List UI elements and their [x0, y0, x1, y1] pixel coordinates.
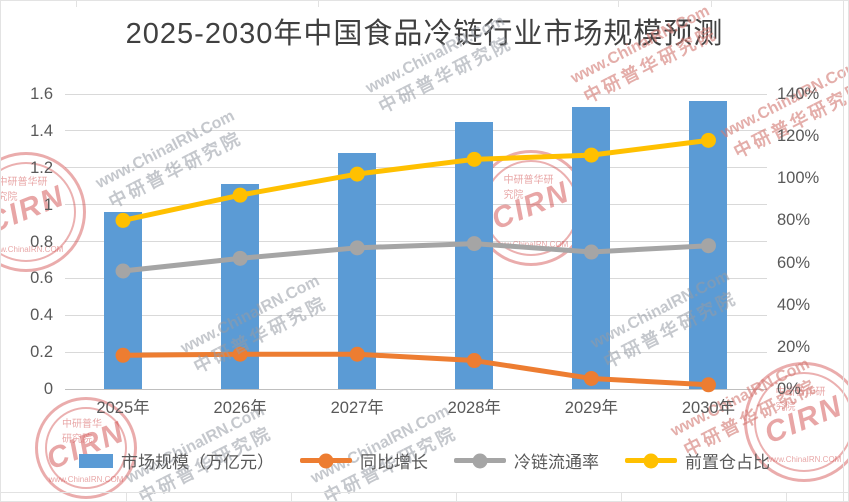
- sheet-column-line: [618, 1, 619, 7]
- legend-label-coldchain-rate: 冷链流通率: [514, 453, 599, 472]
- x-axis-label: 2030年: [681, 399, 736, 417]
- stamp-top-text: 中研普华研究院: [62, 419, 102, 446]
- bar-2028年[interactable]: [455, 121, 494, 389]
- stamp-top-text: 中研普华研究院: [503, 174, 554, 201]
- right-axis-tick: 60%: [777, 253, 811, 272]
- legend-label-front-warehouse: 前置仓占比: [685, 453, 770, 472]
- sheet-column-line: [621, 492, 622, 501]
- gridline: [64, 130, 767, 132]
- bar-2030年[interactable]: [689, 101, 728, 389]
- x-axis-label: 2029年: [564, 399, 618, 417]
- x-axis-label: 2025年: [96, 399, 150, 417]
- bar-2025年[interactable]: [104, 212, 143, 389]
- x-axis-label: 2027年: [330, 399, 384, 417]
- right-axis-tick: 80%: [777, 211, 811, 230]
- sheet-column-line: [76, 1, 77, 7]
- x-axis-label: 2028年: [447, 399, 501, 417]
- right-axis-tick: 20%: [777, 337, 811, 356]
- left-axis-tick: 0: [43, 380, 53, 398]
- gridline: [64, 241, 767, 242]
- legend-marker-bar-icon: [79, 453, 113, 468]
- left-axis-tick: 1.2: [30, 158, 53, 177]
- line-series-1: [123, 351, 709, 388]
- right-axis-tick: 0%: [777, 380, 801, 398]
- left-axis-tick: 0.4: [30, 306, 53, 325]
- sheet-column-line: [711, 1, 712, 7]
- legend-item-front-warehouse[interactable]: 前置仓占比: [625, 448, 770, 473]
- legend-item-coldchain-rate[interactable]: 冷链流通率: [454, 448, 599, 473]
- bar-2026年[interactable]: [221, 184, 260, 389]
- bar-2027年[interactable]: [338, 153, 377, 389]
- left-axis-tick: 1.6: [30, 85, 53, 103]
- legend-marker-line-gray-icon: [454, 453, 506, 468]
- chart-title: 2025-2030年中国食品冷链行业市场规模预测: [125, 18, 724, 50]
- sheet-column-line: [786, 492, 787, 501]
- x-axis-label: 2026年: [213, 399, 267, 417]
- legend-item-yoy-growth[interactable]: 同比增长: [300, 448, 428, 473]
- gridline: [64, 314, 767, 316]
- sheet-row-line: [1, 492, 848, 493]
- sheet-column-line: [843, 1, 844, 501]
- legend-label-yoy-growth: 同比增长: [360, 453, 428, 472]
- right-axis-tick: 100%: [777, 169, 820, 188]
- legend-marker-line-yellow-icon: [625, 453, 677, 468]
- watermark-url-text: www.ChinaIRN.Com: [93, 107, 238, 193]
- legend-marker-line-orange-icon: [300, 453, 352, 468]
- bar-2029年[interactable]: [572, 106, 611, 389]
- legend-label-market-size: 市场规模（万亿元）: [121, 453, 274, 472]
- right-axis-tick: 120%: [777, 127, 820, 146]
- left-axis-tick: 0.8: [30, 232, 53, 251]
- stamp-abbr-text: CIRN: [759, 389, 848, 451]
- line-series-2: [122, 241, 709, 274]
- gridline: [64, 93, 767, 95]
- gridline: [64, 351, 767, 353]
- sheet-column-line: [318, 1, 319, 7]
- watermark-text: www.ChinaIRN.Com 中研普华研究院: [718, 57, 848, 166]
- line-series-3: [122, 137, 709, 223]
- gridline: [64, 204, 767, 206]
- right-axis-tick: 140%: [777, 85, 820, 103]
- gridline: [64, 277, 767, 279]
- right-axis-tick: 40%: [777, 295, 811, 314]
- watermark-cn-text: 中研普华研究院: [190, 292, 331, 377]
- left-axis-tick: 0.2: [30, 343, 53, 362]
- legend-item-market-size[interactable]: 市场规模（万亿元）: [79, 448, 274, 473]
- left-axis-tick: 0.6: [30, 269, 53, 288]
- x-axis-line: [64, 388, 767, 390]
- legend: 市场规模（万亿元） 同比增长 冷链流通率 前置仓占比: [1, 448, 848, 473]
- sheet-column-line: [126, 492, 127, 501]
- left-axis-tick: 1.4: [30, 121, 53, 140]
- left-axis-tick: 1: [43, 195, 53, 214]
- sheet-column-line: [291, 492, 292, 501]
- stamp-bottom-text: www.ChinaIRN.COM: [48, 474, 124, 484]
- sheet-column-line: [456, 492, 457, 501]
- gridline: [64, 167, 767, 169]
- stamp-abbr-text: CIRN: [486, 175, 575, 237]
